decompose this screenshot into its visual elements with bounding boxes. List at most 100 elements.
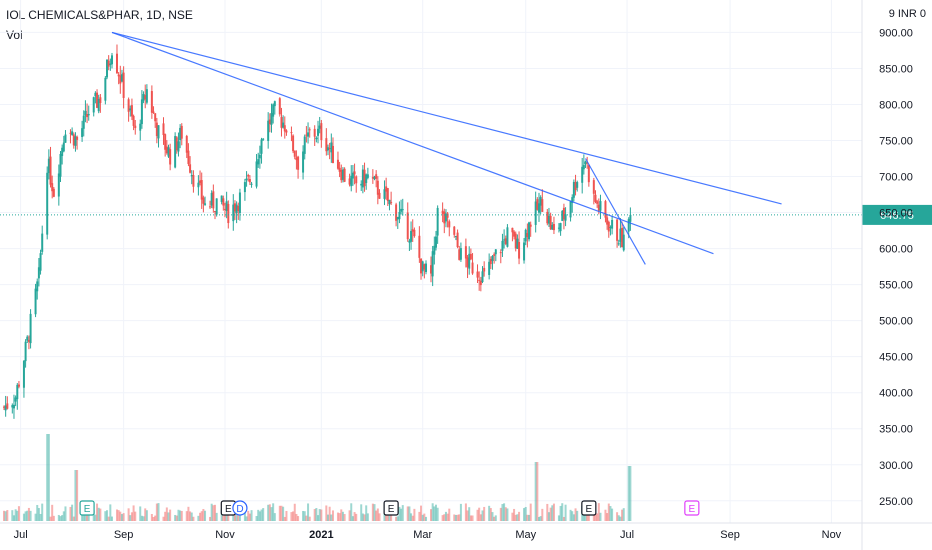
candle-body: [106, 59, 109, 78]
volume-bar: [157, 503, 160, 521]
grid: [0, 0, 862, 523]
candle-body: [431, 251, 434, 277]
volume-bar: [425, 516, 428, 521]
candle-body: [174, 136, 177, 168]
candle-body: [317, 128, 320, 136]
candle-body: [421, 261, 424, 272]
candle-body: [180, 125, 183, 139]
candle-body: [534, 201, 537, 225]
volume-bar: [110, 516, 113, 521]
candle-body: [418, 235, 421, 258]
volume-bar: [524, 506, 527, 521]
candle-body: [433, 245, 436, 255]
volume-bar: [343, 514, 346, 521]
volume-bar: [361, 513, 364, 521]
volume-bar: [302, 510, 305, 521]
volume-bar: [348, 510, 351, 521]
candle-body: [619, 228, 622, 242]
candle-body: [17, 384, 20, 387]
volume-bar: [483, 506, 486, 521]
candle-body: [122, 72, 125, 98]
volume-bar: [49, 516, 52, 521]
volume-bar: [51, 504, 54, 521]
volume-bar: [96, 503, 99, 521]
candle-body: [514, 233, 517, 249]
candle-body: [599, 201, 602, 211]
candle-body: [179, 127, 182, 141]
candle-body: [165, 146, 168, 154]
candle-body: [57, 173, 60, 197]
event-marker[interactable]: D: [232, 500, 248, 516]
volume-bar: [72, 516, 75, 521]
volume-bar: [466, 510, 469, 521]
volume-bar: [97, 507, 100, 521]
volume-bar: [413, 508, 416, 521]
volume-bar: [164, 511, 167, 521]
volume-bar: [17, 506, 20, 521]
volume-bar: [305, 515, 308, 521]
candle-body: [97, 99, 100, 112]
volume-bar: [27, 507, 30, 521]
volume-bar: [401, 505, 404, 521]
volume-bar: [177, 509, 180, 521]
volume-bar: [165, 507, 168, 521]
candle-body: [145, 89, 148, 103]
candle-body: [395, 204, 398, 221]
candle-body: [592, 180, 595, 194]
event-marker[interactable]: E: [684, 500, 700, 516]
candle-body: [616, 219, 619, 241]
candle-body: [621, 227, 624, 248]
candle-body: [411, 229, 414, 232]
volume-bar: [258, 511, 261, 521]
candle-body: [61, 147, 64, 156]
volume-bar: [436, 507, 439, 521]
volume-bar: [130, 512, 133, 521]
candle-body: [361, 169, 364, 188]
volume-bar: [375, 510, 378, 521]
candle-body: [245, 178, 248, 181]
candle-body: [479, 280, 482, 286]
event-marker[interactable]: E: [581, 500, 597, 516]
currency-label[interactable]: 9 INR 0: [888, 8, 926, 20]
volume-bar: [459, 503, 462, 521]
price-axis: 900.00 850.00 800.00 750.00 700.00 650.00 600.…: [861, 0, 913, 550]
candle-body: [561, 210, 564, 221]
candle-body: [597, 204, 600, 211]
candle-body: [320, 123, 323, 141]
candle-body: [64, 134, 67, 143]
candle-body: [162, 123, 165, 136]
candle-body: [493, 254, 496, 256]
volume-bar: [493, 516, 496, 521]
event-label: E: [388, 504, 395, 515]
candle-body: [248, 179, 251, 183]
candle-body: [604, 201, 607, 218]
candle-body: [74, 136, 77, 146]
candle-body: [464, 246, 467, 259]
time-axis: Jul Sep Nov 2021 Mar May Jul Sep Nov: [0, 522, 932, 541]
candle-body: [340, 169, 343, 181]
trendline: [111, 31, 782, 205]
volume-bar: [574, 508, 577, 521]
event-marker[interactable]: E: [383, 500, 399, 516]
volume-bar: [559, 505, 562, 521]
candle-body: [190, 175, 193, 177]
event-marker[interactable]: E: [79, 500, 95, 516]
symbol-title: IOL CHEMICALS&PHAR, 1D, NSE: [6, 8, 193, 22]
candle-body: [511, 227, 514, 233]
candle-body: [331, 145, 334, 164]
volume-bar: [22, 513, 25, 521]
candle-body: [524, 229, 527, 242]
volume-bar: [468, 507, 471, 521]
volume-bar: [222, 515, 225, 521]
last-price-badge: [862, 204, 932, 225]
volume-bar: [551, 505, 554, 521]
y-tick-label: 250.00: [879, 496, 913, 508]
candle-body: [243, 182, 246, 193]
candle-body: [622, 234, 625, 251]
volume-bar: [47, 434, 50, 521]
candle-body: [526, 232, 529, 238]
volume-bar: [4, 511, 7, 521]
volume-bar: [3, 510, 5, 521]
candle-body: [523, 242, 526, 261]
